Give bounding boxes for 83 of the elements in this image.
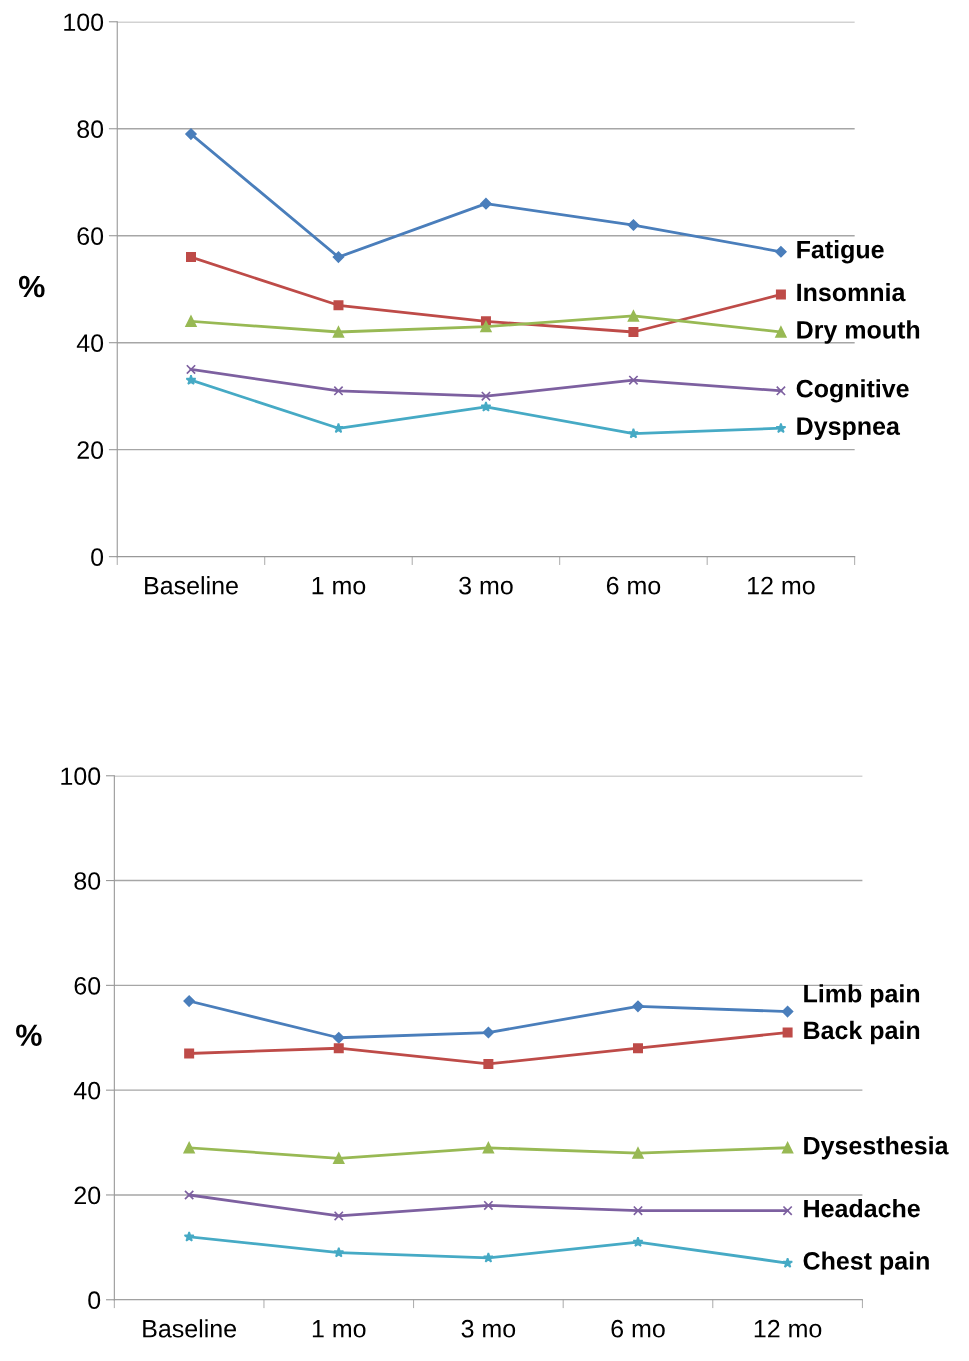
series-label: Dry mouth — [797, 320, 920, 344]
point — [775, 422, 787, 434]
point — [632, 1043, 643, 1054]
series-label: Headache — [804, 1199, 920, 1218]
point — [632, 1147, 644, 1159]
x-tick-label: 3 mo — [461, 1319, 516, 1338]
series-label: Dyspnea — [797, 417, 901, 440]
series-label: Cognitive — [796, 379, 909, 403]
point — [483, 1200, 494, 1211]
y-tick-label: 60 — [74, 976, 101, 995]
point — [775, 385, 786, 396]
y-tick-label: 80 — [77, 120, 104, 139]
point — [482, 1142, 495, 1154]
point — [333, 1152, 345, 1164]
point — [185, 364, 196, 375]
point — [184, 1189, 195, 1200]
x-tick-label: 3 mo — [459, 576, 513, 595]
point — [332, 326, 345, 338]
point — [333, 1246, 345, 1258]
y-tick-label: 80 — [74, 872, 101, 890]
point — [183, 995, 195, 1007]
point — [782, 1257, 794, 1268]
x-tick-label: 12 mo — [748, 576, 815, 595]
point — [627, 219, 640, 231]
point — [185, 374, 197, 385]
x-tick-label: 12 mo — [754, 1319, 822, 1338]
y-axis-title: % — [16, 1024, 42, 1046]
series-label: Dysesthesia — [804, 1136, 949, 1160]
point — [185, 315, 197, 328]
point — [333, 300, 344, 311]
point — [480, 320, 492, 333]
point — [775, 326, 787, 338]
point — [627, 427, 639, 439]
y-tick-label: 100 — [61, 767, 101, 786]
point — [482, 1026, 495, 1039]
point — [333, 1043, 344, 1054]
series-label: Chest pain — [803, 1251, 929, 1275]
x-tick-label: 6 mo — [606, 576, 661, 595]
y-tick-label: 60 — [77, 227, 104, 246]
series-label: Back pain — [804, 1020, 920, 1045]
point — [632, 1236, 644, 1247]
point — [183, 1231, 195, 1242]
point — [775, 246, 787, 258]
y-tick-label: 100 — [64, 13, 104, 32]
point — [781, 1142, 794, 1154]
point — [480, 391, 491, 402]
point — [183, 1142, 195, 1154]
point — [781, 1005, 794, 1018]
y-tick-label: 0 — [91, 548, 104, 566]
y-tick-label: 20 — [77, 441, 104, 459]
series-label: Insomnia — [797, 282, 906, 302]
point — [628, 375, 639, 386]
point — [632, 1205, 643, 1216]
point — [333, 1032, 345, 1044]
point — [782, 1205, 793, 1216]
x-tick-label: 1 mo — [312, 1320, 366, 1338]
point — [480, 197, 492, 210]
point — [184, 1048, 195, 1059]
x-tick-label: Baseline — [143, 1319, 236, 1338]
point — [333, 1210, 344, 1221]
point — [628, 327, 639, 338]
y-tick-label: 40 — [73, 1081, 101, 1100]
point — [333, 422, 344, 434]
y-tick-label: 40 — [76, 334, 104, 352]
point — [333, 385, 344, 396]
point — [775, 289, 786, 300]
point — [332, 251, 345, 263]
point — [482, 1252, 494, 1263]
point — [483, 1058, 494, 1069]
point — [632, 1000, 644, 1013]
point — [185, 128, 197, 140]
point — [185, 252, 196, 263]
point — [782, 1027, 793, 1038]
x-tick-label: Baseline — [145, 576, 238, 595]
y-axis-title: % — [18, 275, 45, 298]
x-tick-label: 1 mo — [312, 577, 366, 595]
point — [627, 310, 640, 322]
y-tick-label: 0 — [88, 1291, 101, 1310]
point — [480, 401, 492, 412]
x-tick-label: 6 mo — [611, 1319, 665, 1338]
series-label: Fatigue — [797, 240, 884, 264]
y-tick-label: 20 — [74, 1186, 101, 1205]
series-label: Limb pain — [804, 984, 920, 1008]
